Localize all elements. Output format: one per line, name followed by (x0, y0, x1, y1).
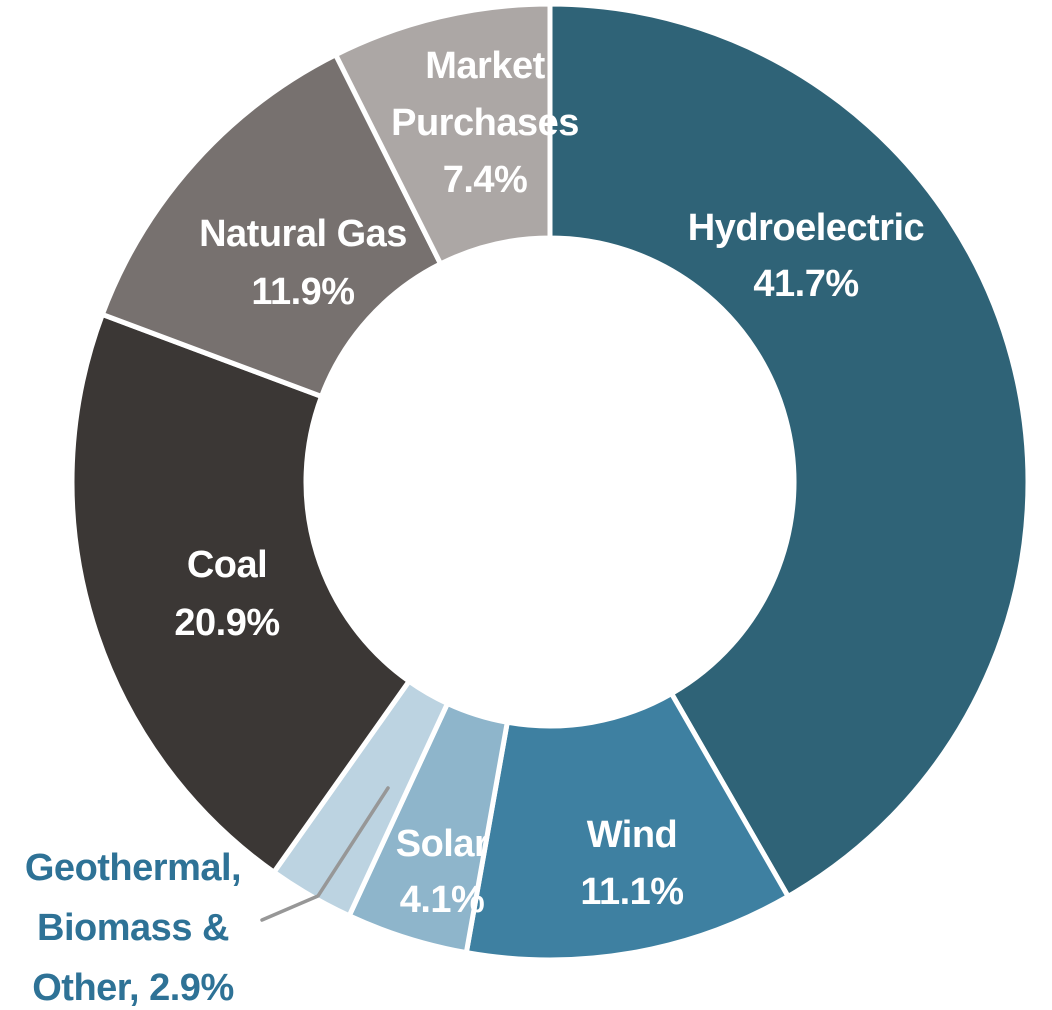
slice-label-wind: Wind 11.1% (580, 814, 683, 913)
slice-label-solar: Solar 4.1% (396, 823, 489, 921)
slice-label-geothermal-biomass-other: Geothermal, Biomass & Other, 2.9% (25, 847, 241, 1009)
pie-slice-wind (463, 691, 791, 963)
slice-label-natural-gas: Natural Gas 11.9% (199, 213, 407, 313)
leader-line-geothermal-biomass-other (260, 786, 390, 922)
slice-label-hydroelectric: Hydroelectric 41.7% (688, 207, 925, 305)
pie-slice-natural-gas (99, 52, 444, 399)
pie-slice-coal (69, 311, 412, 875)
slice-label-coal: Coal 20.9% (174, 544, 279, 644)
pie-slice-market-purchases (333, 1, 553, 267)
pie-slice-hydroelectric (547, 1, 1031, 899)
slice-label-market-purchases: Market Purchases 7.4% (391, 45, 579, 201)
